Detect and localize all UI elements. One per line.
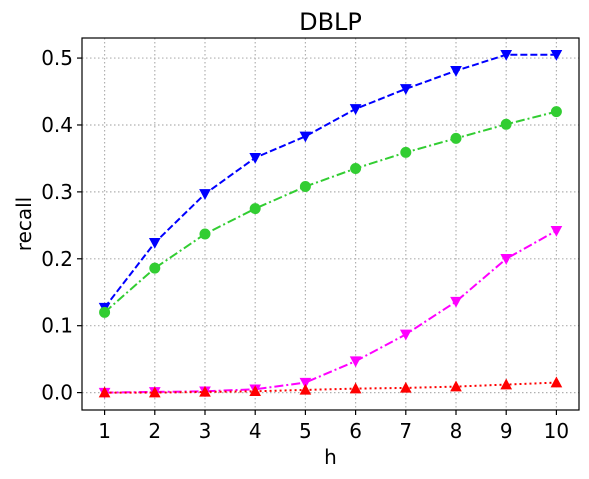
- series-1: [98, 49, 563, 314]
- y-tick-label: 0.5: [41, 46, 73, 70]
- series-2-line: [103, 110, 557, 314]
- x-tick-label: 3: [199, 419, 212, 443]
- x-axis-label: h: [324, 445, 337, 469]
- data-point-10: [550, 49, 563, 61]
- data-point-7: [399, 329, 412, 341]
- tick-layer: 1 2 3 4 5 6 7 8 9 10 0.0 0.1 0.2 0.3 0.4 0.5: [41, 46, 569, 443]
- data-point-10: [550, 106, 562, 118]
- data-point-8: [450, 132, 462, 144]
- y-tick-label: 0.1: [41, 314, 73, 338]
- data-point-9: [500, 378, 513, 390]
- data-point-4: [249, 385, 262, 397]
- data-point-3: [199, 228, 211, 240]
- data-point-3: [199, 385, 211, 397]
- data-point-5: [299, 131, 312, 143]
- data-point-7: [399, 381, 412, 393]
- data-point-4: [249, 203, 261, 215]
- data-point-6: [349, 382, 362, 394]
- data-point-9: [500, 254, 513, 265]
- data-point-2: [149, 262, 161, 274]
- y-tick-label: 0.0: [41, 381, 73, 405]
- data-point-7: [400, 146, 412, 158]
- data-point-4: [249, 153, 262, 164]
- series-layer: [98, 49, 563, 399]
- data-point-7: [399, 84, 412, 95]
- x-tick-label: 10: [544, 419, 569, 443]
- y-tick-label: 0.2: [41, 247, 73, 271]
- series-3: [98, 225, 563, 399]
- data-point-9: [500, 49, 513, 61]
- data-point-5: [299, 377, 312, 389]
- x-tick-label: 4: [249, 419, 262, 443]
- y-tick-label: 0.3: [41, 180, 73, 204]
- data-point-8: [450, 66, 462, 77]
- y-axis-label: recall: [12, 197, 36, 251]
- data-point-10: [550, 376, 563, 388]
- series-2: [99, 106, 562, 318]
- data-point-5: [299, 181, 311, 193]
- grid-lines: [82, 38, 579, 410]
- x-tick-label: 9: [500, 419, 513, 443]
- data-point-1: [99, 306, 111, 318]
- data-point-6: [349, 356, 362, 368]
- data-point-5: [299, 383, 312, 395]
- series-4-line: [104, 381, 557, 394]
- x-tick-label: 8: [450, 419, 463, 443]
- series-1-line: [103, 53, 557, 309]
- series-4: [98, 376, 563, 398]
- data-point-10: [550, 225, 563, 237]
- data-point-9: [500, 118, 512, 130]
- x-tick-label: 2: [148, 419, 161, 443]
- plot-frame: [81, 37, 580, 411]
- series-3-line: [104, 229, 557, 394]
- y-tick-label: 0.4: [41, 113, 73, 137]
- x-tick-label: 5: [299, 419, 312, 443]
- data-point-2: [148, 386, 161, 398]
- data-point-1: [98, 386, 111, 398]
- x-tick-label: 1: [98, 419, 111, 443]
- data-point-6: [350, 162, 362, 174]
- data-point-3: [199, 189, 211, 200]
- data-point-8: [450, 380, 462, 392]
- chart-title: DBLP: [299, 8, 362, 36]
- x-tick-label: 7: [399, 419, 412, 443]
- data-point-6: [349, 104, 362, 115]
- x-tick-label: 6: [349, 419, 362, 443]
- data-point-2: [148, 237, 161, 249]
- data-point-8: [450, 296, 462, 308]
